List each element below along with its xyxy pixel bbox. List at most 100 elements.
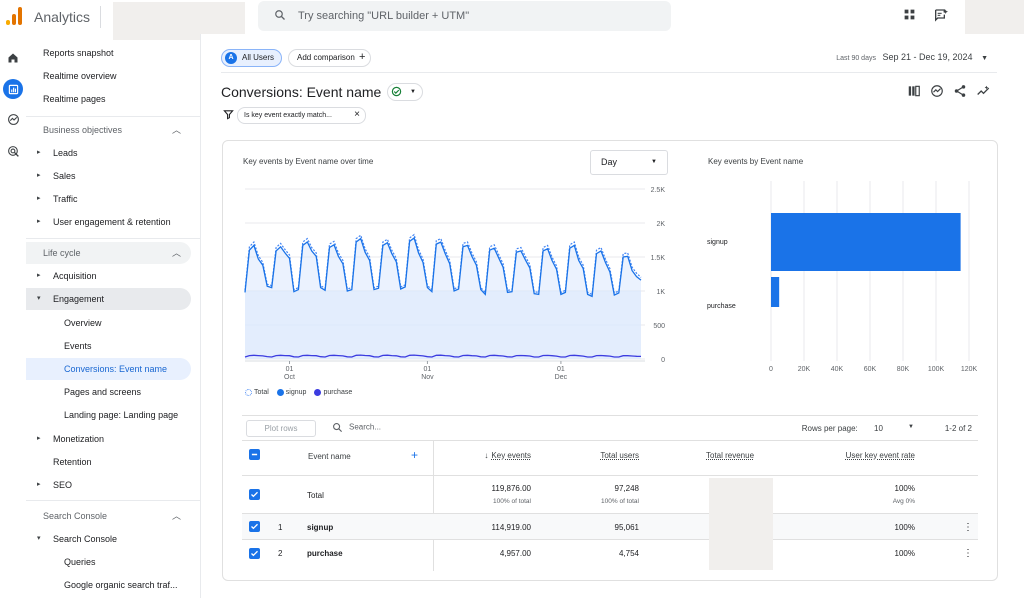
y-tick-label: 2.5K — [651, 187, 666, 194]
nav-landing-page[interactable]: Landing page: Landing page — [26, 404, 191, 426]
advertising-button[interactable] — [3, 141, 23, 161]
all-users-label: All Users — [242, 53, 275, 62]
search-placeholder: Try searching "URL builder + UTM" — [298, 10, 470, 22]
nav-events[interactable]: Events — [26, 335, 191, 357]
nav-seo[interactable]: ▸ SEO — [26, 474, 191, 496]
row-checkbox[interactable] — [249, 548, 260, 559]
sort-down-icon: ↓ — [484, 451, 489, 460]
reports-button[interactable] — [3, 79, 23, 99]
toolbar-divider — [221, 72, 997, 73]
more-vert-icon[interactable]: ⋮ — [963, 548, 973, 559]
search-bar[interactable]: Try searching "URL builder + UTM" — [258, 1, 671, 31]
nav-realtime-overview[interactable]: Realtime overview — [26, 65, 191, 87]
row-event-name[interactable]: signup — [307, 523, 334, 532]
nav-label: Retention — [53, 457, 92, 467]
bar-purchase — [771, 277, 780, 307]
nav-user-engagement[interactable]: ▸ User engagement & retention — [26, 211, 191, 233]
account-selector-redacted[interactable] — [113, 2, 245, 40]
total-rate: 100% Avg 0% — [835, 484, 915, 505]
row-event-name[interactable]: purchase — [307, 549, 343, 558]
legend-signup[interactable]: signup — [276, 389, 306, 396]
nav-realtime-pages[interactable]: Realtime pages — [26, 88, 191, 110]
insights-icon[interactable] — [930, 84, 944, 98]
row-checkbox[interactable] — [249, 521, 260, 532]
nav-retention[interactable]: Retention — [26, 451, 191, 473]
nav-monetization[interactable]: ▸ Monetization — [26, 428, 191, 450]
rows-per-page-select[interactable]: 10 ▼ — [874, 424, 914, 433]
col-event-name[interactable]: Event name — [308, 452, 351, 461]
y-tick-label: 2K — [656, 221, 665, 228]
nav-label: Pages and screens — [64, 387, 142, 397]
nav-label: Realtime overview — [43, 71, 117, 81]
compare-columns-icon[interactable] — [907, 84, 921, 98]
nav-sales[interactable]: ▸ Sales — [26, 165, 191, 187]
x-tick-label: 80K — [897, 366, 910, 373]
nav-pages-and-screens[interactable]: Pages and screens — [26, 381, 191, 403]
rows-per-page-label: Rows per page: — [801, 424, 858, 433]
x-tick-label: 120K — [961, 366, 978, 373]
feedback-icon[interactable] — [933, 8, 949, 24]
apps-grid-icon[interactable] — [903, 8, 916, 21]
nav-label: Reports snapshot — [43, 48, 114, 58]
nav-search-console-group[interactable]: ▾ Search Console — [26, 528, 191, 550]
page-title: Conversions: Event name — [221, 84, 382, 100]
row-key-events: 114,919.00 — [491, 523, 531, 532]
granularity-select[interactable]: Day ▼ — [590, 150, 668, 175]
nav-overview[interactable]: Overview — [26, 312, 191, 334]
nav-label: Acquisition — [53, 271, 97, 281]
total-rate-value: 100% — [894, 484, 915, 493]
caret-down-icon: ▼ — [651, 159, 657, 165]
add-comparison-button[interactable]: Add comparison + — [288, 49, 371, 67]
explore-button[interactable] — [3, 109, 23, 129]
nav-engagement[interactable]: ▾ Engagement — [26, 288, 191, 310]
explore-trend-icon[interactable] — [976, 84, 991, 98]
nav-queries[interactable]: Queries — [26, 551, 191, 573]
close-icon[interactable]: × — [354, 109, 360, 120]
nav-google-organic-search[interactable]: Google organic search traf... — [26, 574, 191, 596]
caret-right-icon: ▸ — [37, 435, 41, 442]
column-divider — [433, 441, 434, 571]
nav-section-business-objectives[interactable]: Business objectives ︿ — [26, 119, 191, 141]
x-tick-label: Oct — [284, 374, 295, 381]
legend-purchase[interactable]: purchase — [314, 389, 352, 396]
nav-leads[interactable]: ▸ Leads — [26, 142, 191, 164]
nav-label: Overview — [64, 318, 102, 328]
reference-band — [245, 291, 641, 359]
nav-conversions-event-name[interactable]: Conversions: Event name — [26, 358, 191, 380]
total-users-sub: 100% of total — [601, 498, 639, 505]
nav-section-search-console[interactable]: Search Console ︿ — [26, 505, 191, 527]
table-row[interactable] — [242, 514, 978, 539]
col-user-key-event-rate[interactable]: User key event rate — [845, 451, 915, 460]
reports-icon — [8, 84, 18, 94]
col-key-events[interactable]: ↓ Key events — [473, 451, 531, 460]
legend-total[interactable]: Total — [245, 389, 269, 396]
row-divider — [242, 475, 978, 476]
col-total-users[interactable]: Total users — [600, 451, 639, 460]
nav-reports-snapshot[interactable]: Reports snapshot — [26, 42, 191, 64]
plot-rows-button[interactable]: Plot rows — [246, 420, 316, 437]
explore-icon — [7, 113, 19, 125]
home-button[interactable] — [3, 48, 23, 68]
table-search[interactable]: Search... — [332, 422, 381, 433]
status-dropdown[interactable]: ▼ — [387, 83, 423, 101]
total-row-checkbox[interactable] — [249, 489, 260, 500]
row-divider — [242, 539, 978, 540]
more-vert-icon[interactable]: ⋮ — [963, 522, 973, 533]
nav-label: Search Console — [53, 534, 118, 544]
select-all-checkbox[interactable] — [249, 449, 260, 460]
add-dimension-button[interactable]: + — [411, 448, 419, 462]
nav-section-life-cycle[interactable]: Life cycle ︿ — [26, 242, 191, 264]
nav-traffic[interactable]: ▸ Traffic — [26, 188, 191, 210]
all-users-chip[interactable]: A All Users — [221, 49, 282, 67]
share-icon[interactable] — [953, 84, 967, 98]
nav-divider — [26, 500, 200, 501]
col-total-revenue[interactable]: Total revenue — [706, 451, 755, 460]
date-range-picker[interactable]: Last 90 days Sep 21 - Dec 19, 2024 ▼ — [836, 52, 988, 62]
nav-acquisition[interactable]: ▸ Acquisition — [26, 265, 191, 287]
nav-label: Queries — [64, 557, 96, 567]
bar-chart[interactable]: 0 20K 40K 60K 80K 100K 120K signup purchase — [703, 181, 988, 381]
filter-chip[interactable]: Is key event exactly match... × — [237, 107, 366, 124]
caret-right-icon: ▸ — [37, 149, 41, 156]
analytics-logo-icon[interactable] — [6, 7, 22, 25]
